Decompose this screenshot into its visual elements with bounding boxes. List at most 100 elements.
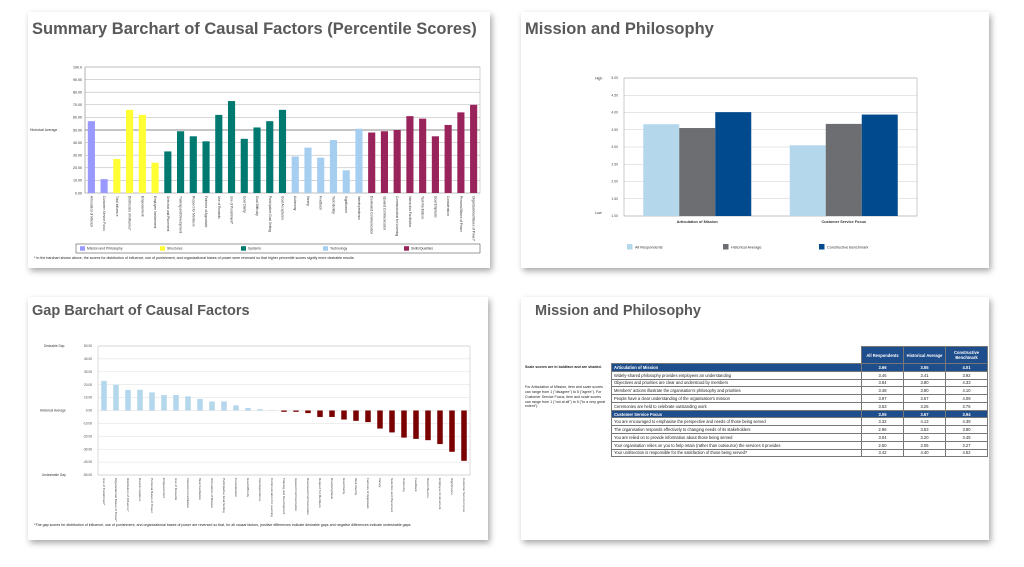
x-tick-label: Task Facilitation (421, 196, 425, 219)
bar (789, 145, 826, 216)
item-score: 3.42 (861, 448, 904, 458)
bar (461, 410, 467, 461)
legend-label: Technology (330, 247, 347, 251)
x-tick-label: Organizational Bases of Power* (472, 196, 476, 242)
bar (437, 410, 443, 445)
x-tick-label: Downward Communication (370, 196, 374, 234)
legend-swatch (241, 246, 246, 251)
item-text: The organisation responds effectively to… (611, 425, 862, 435)
undesirable-gap-label: Undesirable Gap (42, 473, 66, 477)
x-tick-label: Goal Acceptance (138, 478, 142, 502)
bar (449, 410, 455, 452)
x-tick-label: Training and Development (179, 196, 183, 233)
item-score: 3.97 (861, 394, 904, 403)
legend-label: Historical Average (731, 246, 762, 250)
x-tick-label: Interaction Facilitation (408, 196, 412, 227)
historical-average-label: Historical Average (30, 128, 57, 132)
x-tick-label: Variety (378, 478, 382, 488)
bar (377, 410, 383, 429)
x-tick-label: Goal Clarity (242, 196, 246, 213)
bar (100, 179, 108, 193)
x-tick-label: Autonomy (402, 478, 406, 492)
bar (444, 124, 452, 193)
x-tick-label: Articulation of Mission (89, 196, 93, 227)
x-category-label: Customer Service Focus (821, 220, 866, 224)
bar (164, 151, 172, 193)
bar (227, 101, 236, 193)
x-tick-label: Upward Communication (382, 196, 386, 230)
x-tick-label: Selection and Placement (166, 196, 170, 231)
y-tick-label: 2.00 (611, 180, 618, 184)
x-tick-label: Personal Bases of Power (459, 196, 463, 233)
bar (406, 116, 414, 193)
x-tick-label: Interdependence (258, 478, 262, 502)
summary-chart-title: Summary Barchart of Causal Factors (Perc… (32, 20, 477, 38)
x-tick-label: Empowerment (140, 196, 144, 217)
y-tick-label: -40.00 (83, 460, 92, 464)
y-tick-label: 50.00 (73, 128, 82, 132)
item-score: 3.80 (945, 425, 988, 435)
x-tick-label: Feedback (414, 478, 418, 492)
table-row: Objectives and priorities are clear and … (611, 378, 988, 388)
table-row: The organisation responds effectively to… (611, 425, 988, 435)
y-tick-label: -10.00 (83, 422, 92, 426)
item-score: 3.76 (945, 401, 988, 411)
x-tick-label: Goal Difficulty (246, 478, 250, 497)
bar (401, 410, 407, 438)
x-tick-label: Downward Communication (306, 478, 310, 515)
y-tick-label: 4.00 (611, 111, 618, 115)
x-tick-label: Task Facilitation (198, 478, 202, 500)
item-score: 3.84 (861, 378, 904, 388)
bar (161, 395, 167, 411)
item-score: 3.53 (861, 401, 904, 411)
item-score: 2.50 (861, 440, 904, 450)
bar (291, 156, 299, 193)
bar (380, 131, 389, 193)
bar (305, 410, 311, 414)
legend-swatch (160, 246, 165, 251)
x-tick-label: Respect for Members (318, 478, 322, 508)
bar (245, 407, 251, 411)
bar (413, 410, 419, 439)
bar (209, 401, 215, 411)
legend-swatch (627, 244, 633, 250)
y-tick-label: 70.00 (73, 103, 82, 107)
section-label: Articulation of Mission (611, 363, 862, 372)
item-score: 4.10 (945, 386, 988, 396)
section-score: 3.67 (903, 409, 946, 419)
item-score: 4.52 (945, 448, 988, 458)
section-row: Customer Service Focus 3.05 3.67 3.94 (611, 409, 988, 419)
section-score: 3.94 (945, 409, 988, 419)
bar (365, 410, 371, 423)
item-score: 4.13 (903, 417, 946, 427)
legend-label: Skills/Qualities (411, 247, 433, 251)
mission-scores-table: All Respondents Historical Average Const… (611, 346, 988, 458)
bar (137, 389, 143, 411)
y-tick-label: 60.00 (73, 116, 82, 120)
section-label: Customer Service Focus (611, 409, 862, 419)
y-tick-label: 1.50 (611, 197, 618, 201)
bar (240, 138, 248, 193)
gap-barchart-slide: Gap Barchart of Causal Factors -50.00 -40… (28, 297, 488, 540)
bar (317, 157, 325, 193)
x-tick-label: Consideration (234, 478, 238, 497)
x-tick-label: Consideration (446, 196, 450, 216)
item-score: 3.80 (903, 386, 946, 396)
bar (151, 162, 159, 193)
bar (457, 112, 465, 193)
x-tick-label: Participative Goal Setting (222, 478, 226, 513)
y-tick-label: 30.00 (73, 154, 82, 158)
x-tick-label: Total Influence (426, 478, 430, 498)
item-score: 3.05 (903, 440, 946, 450)
bar (233, 405, 239, 411)
x-tick-label: Empowerment (162, 478, 166, 498)
x-tick-label: Distribution of Influence* (128, 196, 132, 231)
x-tick-label: Employee Involvement (438, 478, 442, 509)
bar (281, 410, 287, 412)
y-tick-label: 5.00 (611, 76, 618, 80)
x-tick-label: Participative Goal Setting (268, 196, 272, 232)
x-tick-label: Fairness of Appraisals (366, 478, 370, 509)
x-tick-label: Autonomy (293, 196, 297, 211)
gap-chart-footnote: *The gap scores for distribution of infl… (34, 523, 412, 527)
x-tick-label: Goal Emphasis (433, 196, 437, 218)
